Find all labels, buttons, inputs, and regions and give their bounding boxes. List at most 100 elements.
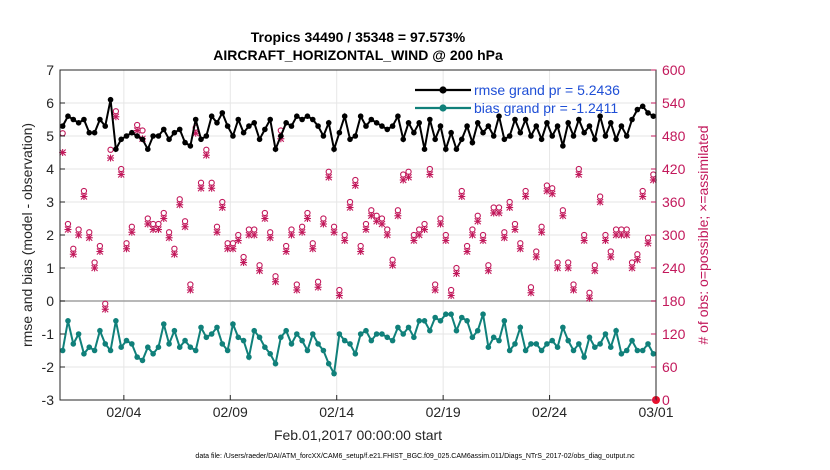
bias-point [214,324,220,331]
bias-point [75,331,82,337]
assimilated-marker [442,237,450,244]
rmse-point [75,120,82,126]
assimilated-marker [596,198,604,206]
bias-point [538,347,545,354]
x-tick-label: 02/09 [213,404,248,420]
rmse-point [501,136,508,143]
rmse-point [315,123,321,129]
assimilated-marker [617,231,625,239]
bias-point [219,341,226,347]
assimilated-marker [266,234,274,242]
rmse-point [251,120,258,126]
bias-point [304,347,311,354]
rmse-point [160,126,167,133]
assimilated-marker [128,228,136,236]
rmse-point [107,96,114,103]
rmse-point [155,133,162,139]
bias-point [352,351,359,357]
bias-point [379,331,385,337]
assimilated-marker [91,264,99,272]
bias-point [395,324,401,331]
rmse-point [623,133,630,139]
y-axis-label: rmse and bias (model - observation) [19,123,35,347]
bias-point [102,341,109,347]
assimilated-marker [580,237,588,244]
rmse-point [304,113,311,119]
bias-point [224,347,231,354]
obs-assimilated-series [59,113,657,313]
y2-tick-label: 300 [662,227,686,243]
assimilated-marker [378,220,386,228]
assimilated-marker [570,286,578,294]
bias-point [187,344,194,351]
assimilated-marker [202,151,210,159]
assimilated-marker [314,283,322,291]
assimilated-marker [197,184,205,192]
y2-tick-label: 600 [662,62,686,78]
assimilated-marker [564,264,572,272]
rmse-point [416,120,422,126]
assimilated-marker [234,237,242,244]
bias-point [283,327,289,334]
assimilated-marker [287,231,295,239]
bias-point [592,344,598,351]
bias-point [602,331,609,337]
assimilated-marker [85,234,93,242]
y2-tick-label: 360 [662,194,686,210]
y-tick-label: 3 [46,194,54,210]
rmse-point [341,113,348,119]
rmse-point [208,113,215,119]
rmse-point [97,116,103,123]
rmse-point [246,123,252,129]
assimilated-marker [447,292,455,299]
rmse-point [91,129,98,136]
assimilated-marker [500,234,508,242]
rmse-point [512,116,518,123]
bias-point [443,311,449,318]
bias-point [150,351,156,357]
footnote: data file: /Users/raeder/DAI/ATM_forcXX/… [195,453,635,460]
rmse-point [166,136,172,143]
bias-point [581,354,587,360]
rmse-point [272,146,279,152]
bias-point [458,314,465,321]
bias-point [560,324,566,331]
assimilated-marker [240,259,248,266]
bias-point [182,337,188,344]
rmse-point [581,129,587,136]
bias-point [256,334,263,341]
rmse-point [118,136,124,143]
x-axis-ticks: 02/04 02/09 02/14 02/19 02/24 03/01 [106,395,674,420]
rmse-point [411,129,417,136]
rmse-point [405,120,412,126]
bias-point [400,331,407,337]
rmse-point [565,120,571,126]
y-tick-label: 2 [46,227,54,243]
legend-bias-marker [439,104,447,112]
rmse-point [230,133,236,139]
legend-rmse-label: rmse grand pr = 5.2436 [474,82,620,98]
assimilated-marker [405,173,413,181]
assimilated-marker [256,267,264,275]
rmse-point [203,133,210,139]
rmse-point [214,120,220,126]
bias-point [336,331,343,337]
bias-point [629,337,635,344]
assimilated-marker [484,267,492,275]
assimilated-marker [69,250,77,258]
bias-point [91,347,98,354]
bias-point [501,318,508,324]
rmse-point [517,129,524,136]
rmse-point [145,146,151,152]
rmse-point [469,139,476,146]
assimilated-marker [522,193,530,200]
rmse-point [309,116,316,123]
bias-point [70,341,77,347]
rmse-point [325,120,332,126]
rmse-point [123,133,130,139]
bias-point [134,354,140,360]
bias-point [623,347,630,354]
bias-point [272,360,279,367]
bias-point [411,334,417,341]
assimilated-marker [186,286,194,294]
